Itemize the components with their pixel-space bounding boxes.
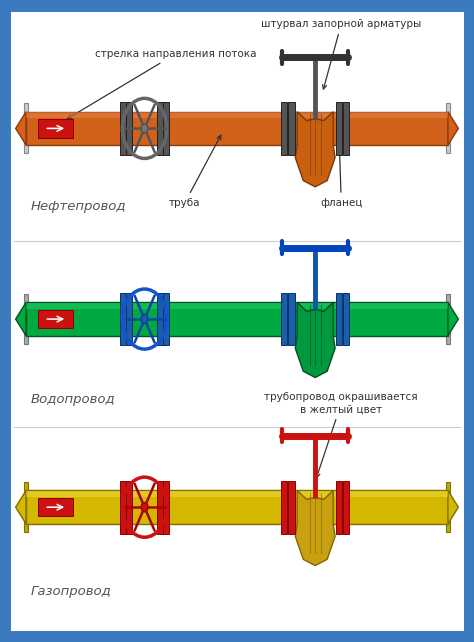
Text: штурвал запорной арматуры: штурвал запорной арматуры — [261, 19, 421, 89]
Bar — [120, 102, 126, 155]
Bar — [26, 302, 448, 336]
Polygon shape — [295, 112, 335, 187]
Bar — [156, 293, 163, 345]
Bar — [446, 482, 450, 532]
Bar — [26, 112, 448, 118]
Circle shape — [141, 124, 148, 133]
Bar — [126, 102, 132, 155]
Bar — [288, 481, 294, 534]
Text: трубопровод окрашивается
в желтый цвет: трубопровод окрашивается в желтый цвет — [264, 392, 418, 478]
Bar — [288, 102, 294, 155]
Bar — [24, 103, 28, 153]
Bar — [163, 293, 169, 345]
Bar — [282, 481, 287, 534]
Text: Нефтепровод: Нефтепровод — [31, 200, 126, 213]
Text: фланец: фланец — [320, 136, 363, 208]
Polygon shape — [295, 302, 335, 377]
Text: Водопровод: Водопровод — [31, 393, 116, 406]
Bar — [336, 481, 342, 534]
Circle shape — [141, 315, 148, 324]
Polygon shape — [295, 490, 335, 566]
Bar — [282, 293, 287, 345]
Bar — [156, 481, 163, 534]
Bar — [38, 119, 73, 137]
Bar — [120, 293, 126, 345]
Bar — [26, 303, 448, 309]
Circle shape — [141, 503, 148, 512]
Bar — [38, 310, 73, 328]
Bar — [446, 294, 450, 344]
Text: Газопровод: Газопровод — [31, 586, 111, 598]
Bar — [163, 481, 169, 534]
Polygon shape — [448, 302, 458, 336]
Polygon shape — [448, 112, 458, 145]
Bar — [336, 293, 342, 345]
Bar — [288, 293, 294, 345]
Bar — [26, 490, 448, 524]
Bar — [343, 102, 349, 155]
FancyBboxPatch shape — [7, 8, 467, 634]
Bar — [282, 102, 287, 155]
Bar — [126, 293, 132, 345]
Bar — [343, 293, 349, 345]
Bar — [446, 103, 450, 153]
Bar — [26, 491, 448, 497]
Bar — [126, 481, 132, 534]
Polygon shape — [16, 302, 26, 336]
Bar — [24, 482, 28, 532]
Bar — [163, 102, 169, 155]
Bar — [38, 498, 73, 516]
Bar — [120, 481, 126, 534]
Polygon shape — [16, 112, 26, 145]
Bar — [336, 102, 342, 155]
Text: труба: труба — [169, 135, 221, 208]
Polygon shape — [16, 490, 26, 524]
Bar — [26, 112, 448, 145]
Bar — [24, 294, 28, 344]
Polygon shape — [448, 490, 458, 524]
Bar — [343, 481, 349, 534]
Bar — [156, 102, 163, 155]
Text: стрелка направления потока: стрелка направления потока — [68, 49, 256, 119]
